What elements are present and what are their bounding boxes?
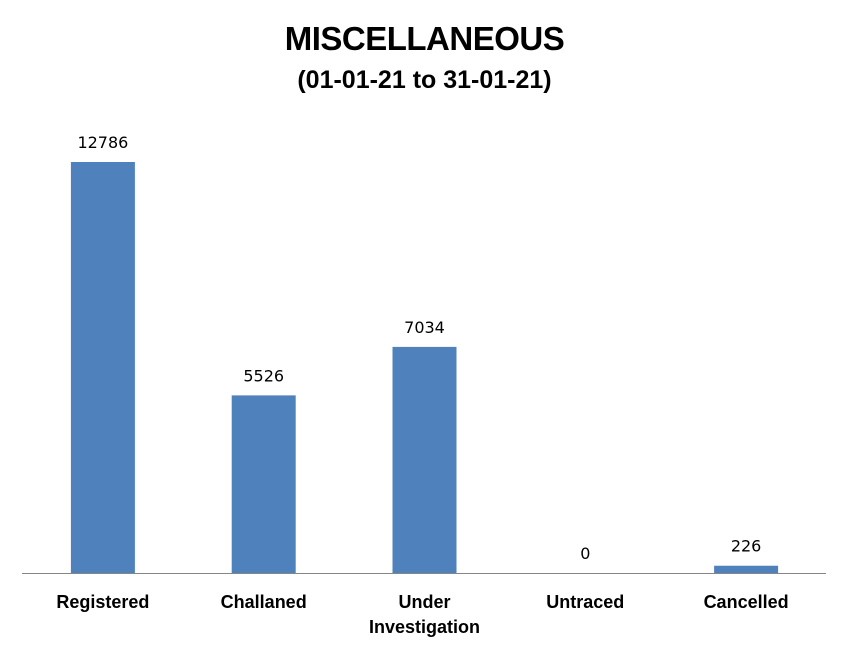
data-label-challaned: 5526 bbox=[243, 366, 284, 385]
bar-registered bbox=[70, 162, 135, 573]
tick-label-challaned: Challaned bbox=[221, 592, 307, 612]
data-label-cancelled: 226 bbox=[731, 537, 762, 556]
data-label-under-investigation: 7034 bbox=[404, 318, 445, 337]
bar-under-investigation bbox=[392, 346, 457, 573]
bar-challaned bbox=[231, 395, 296, 573]
tick-label-under-investigation: Under Investigation bbox=[369, 592, 480, 637]
tick-label-cancelled: Cancelled bbox=[704, 592, 789, 612]
data-label-registered: 12786 bbox=[77, 133, 128, 152]
bar-cancelled bbox=[714, 565, 779, 573]
tick-label-untraced: Untraced bbox=[546, 592, 624, 612]
chart-subtitle: (01-01-21 to 31-01-21) bbox=[297, 66, 552, 94]
chart-title: MISCELLANEOUS bbox=[284, 20, 565, 57]
tick-label-registered: Registered bbox=[56, 592, 149, 612]
data-label-untraced: 0 bbox=[580, 544, 590, 563]
